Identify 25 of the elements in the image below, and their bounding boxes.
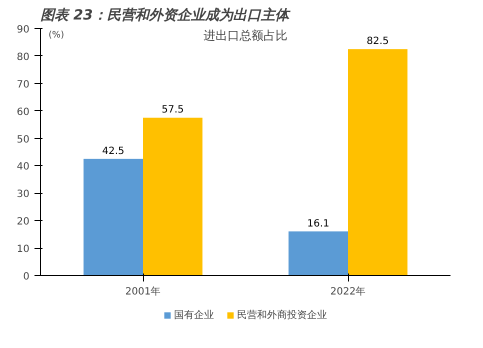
bar: [84, 158, 143, 276]
data-label: 57.5: [162, 104, 184, 116]
data-label: 16.1: [307, 218, 330, 230]
bar: [143, 118, 202, 276]
y-tick-label: 80: [16, 52, 30, 63]
y-tick-label: 10: [16, 244, 30, 256]
legend-label: 国有企业: [174, 308, 214, 322]
y-tick-label: 0: [23, 272, 30, 282]
y-tick-label: 90: [16, 24, 30, 36]
data-label: 82.5: [366, 36, 389, 48]
chart-subtitle: 进出口总额占比: [204, 28, 288, 42]
legend-label: 民营和外商投资企业: [237, 308, 327, 322]
data-label: 42.5: [102, 146, 124, 157]
bar: [348, 49, 408, 276]
chart-title: 图表 23：民营和外资企业成为出口主体: [40, 6, 291, 24]
y-tick-label: 30: [16, 189, 30, 200]
y-tick-label: 50: [16, 134, 30, 146]
y-tick-label: 20: [16, 216, 30, 228]
bar: [288, 231, 348, 276]
y-tick-label: 60: [16, 106, 30, 118]
x-tick-label: 2001年: [125, 286, 161, 298]
y-axis-title: (%): [48, 30, 64, 40]
y-tick-label: 70: [16, 79, 30, 90]
x-tick-label: 2022年: [330, 286, 366, 298]
y-tick-label: 40: [16, 162, 30, 173]
